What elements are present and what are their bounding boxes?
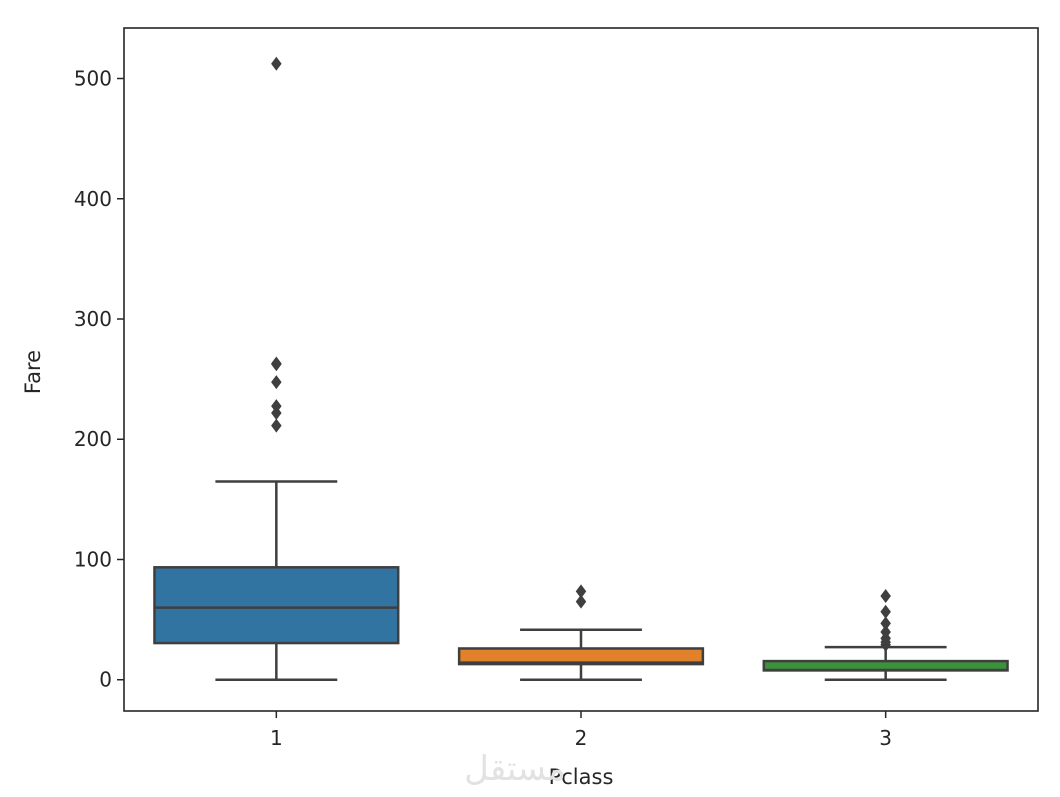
y-tick-label: 400: [74, 187, 112, 211]
outlier-point: [880, 616, 891, 631]
outlier-point: [271, 356, 282, 371]
x-tick-label: 3: [879, 726, 892, 750]
box-group-class-1: [153, 56, 400, 681]
outlier-point: [880, 604, 891, 619]
iqr-box: [153, 566, 400, 645]
y-axis: 0 100 200 300 400 500: [74, 67, 124, 692]
outlier-point: [271, 418, 282, 433]
boxes-layer: [153, 56, 1009, 681]
outlier-point: [271, 375, 282, 390]
x-tick-label: 1: [270, 726, 283, 750]
y-tick-label: 100: [74, 547, 112, 571]
iqr-box: [457, 647, 705, 666]
x-axis-label: Pclass: [549, 765, 614, 789]
outlier-point: [271, 399, 282, 414]
outlier-point: [575, 584, 587, 599]
x-axis: 1 2 3: [270, 711, 892, 750]
y-tick-label: 300: [74, 307, 112, 331]
box-group-class-2: [457, 584, 705, 681]
y-tick-label: 0: [99, 668, 112, 692]
x-tick-label: 2: [575, 726, 588, 750]
y-axis-label: Fare: [21, 350, 45, 394]
outlier-point: [271, 56, 282, 71]
outlier-point: [880, 589, 891, 604]
outlier-point: [575, 594, 587, 609]
outlier-point: [880, 624, 891, 639]
y-tick-label: 500: [74, 67, 112, 91]
watermark-text: مستقل: [464, 749, 566, 789]
box-group-class-3: [762, 589, 1009, 681]
y-tick-label: 200: [74, 427, 112, 451]
